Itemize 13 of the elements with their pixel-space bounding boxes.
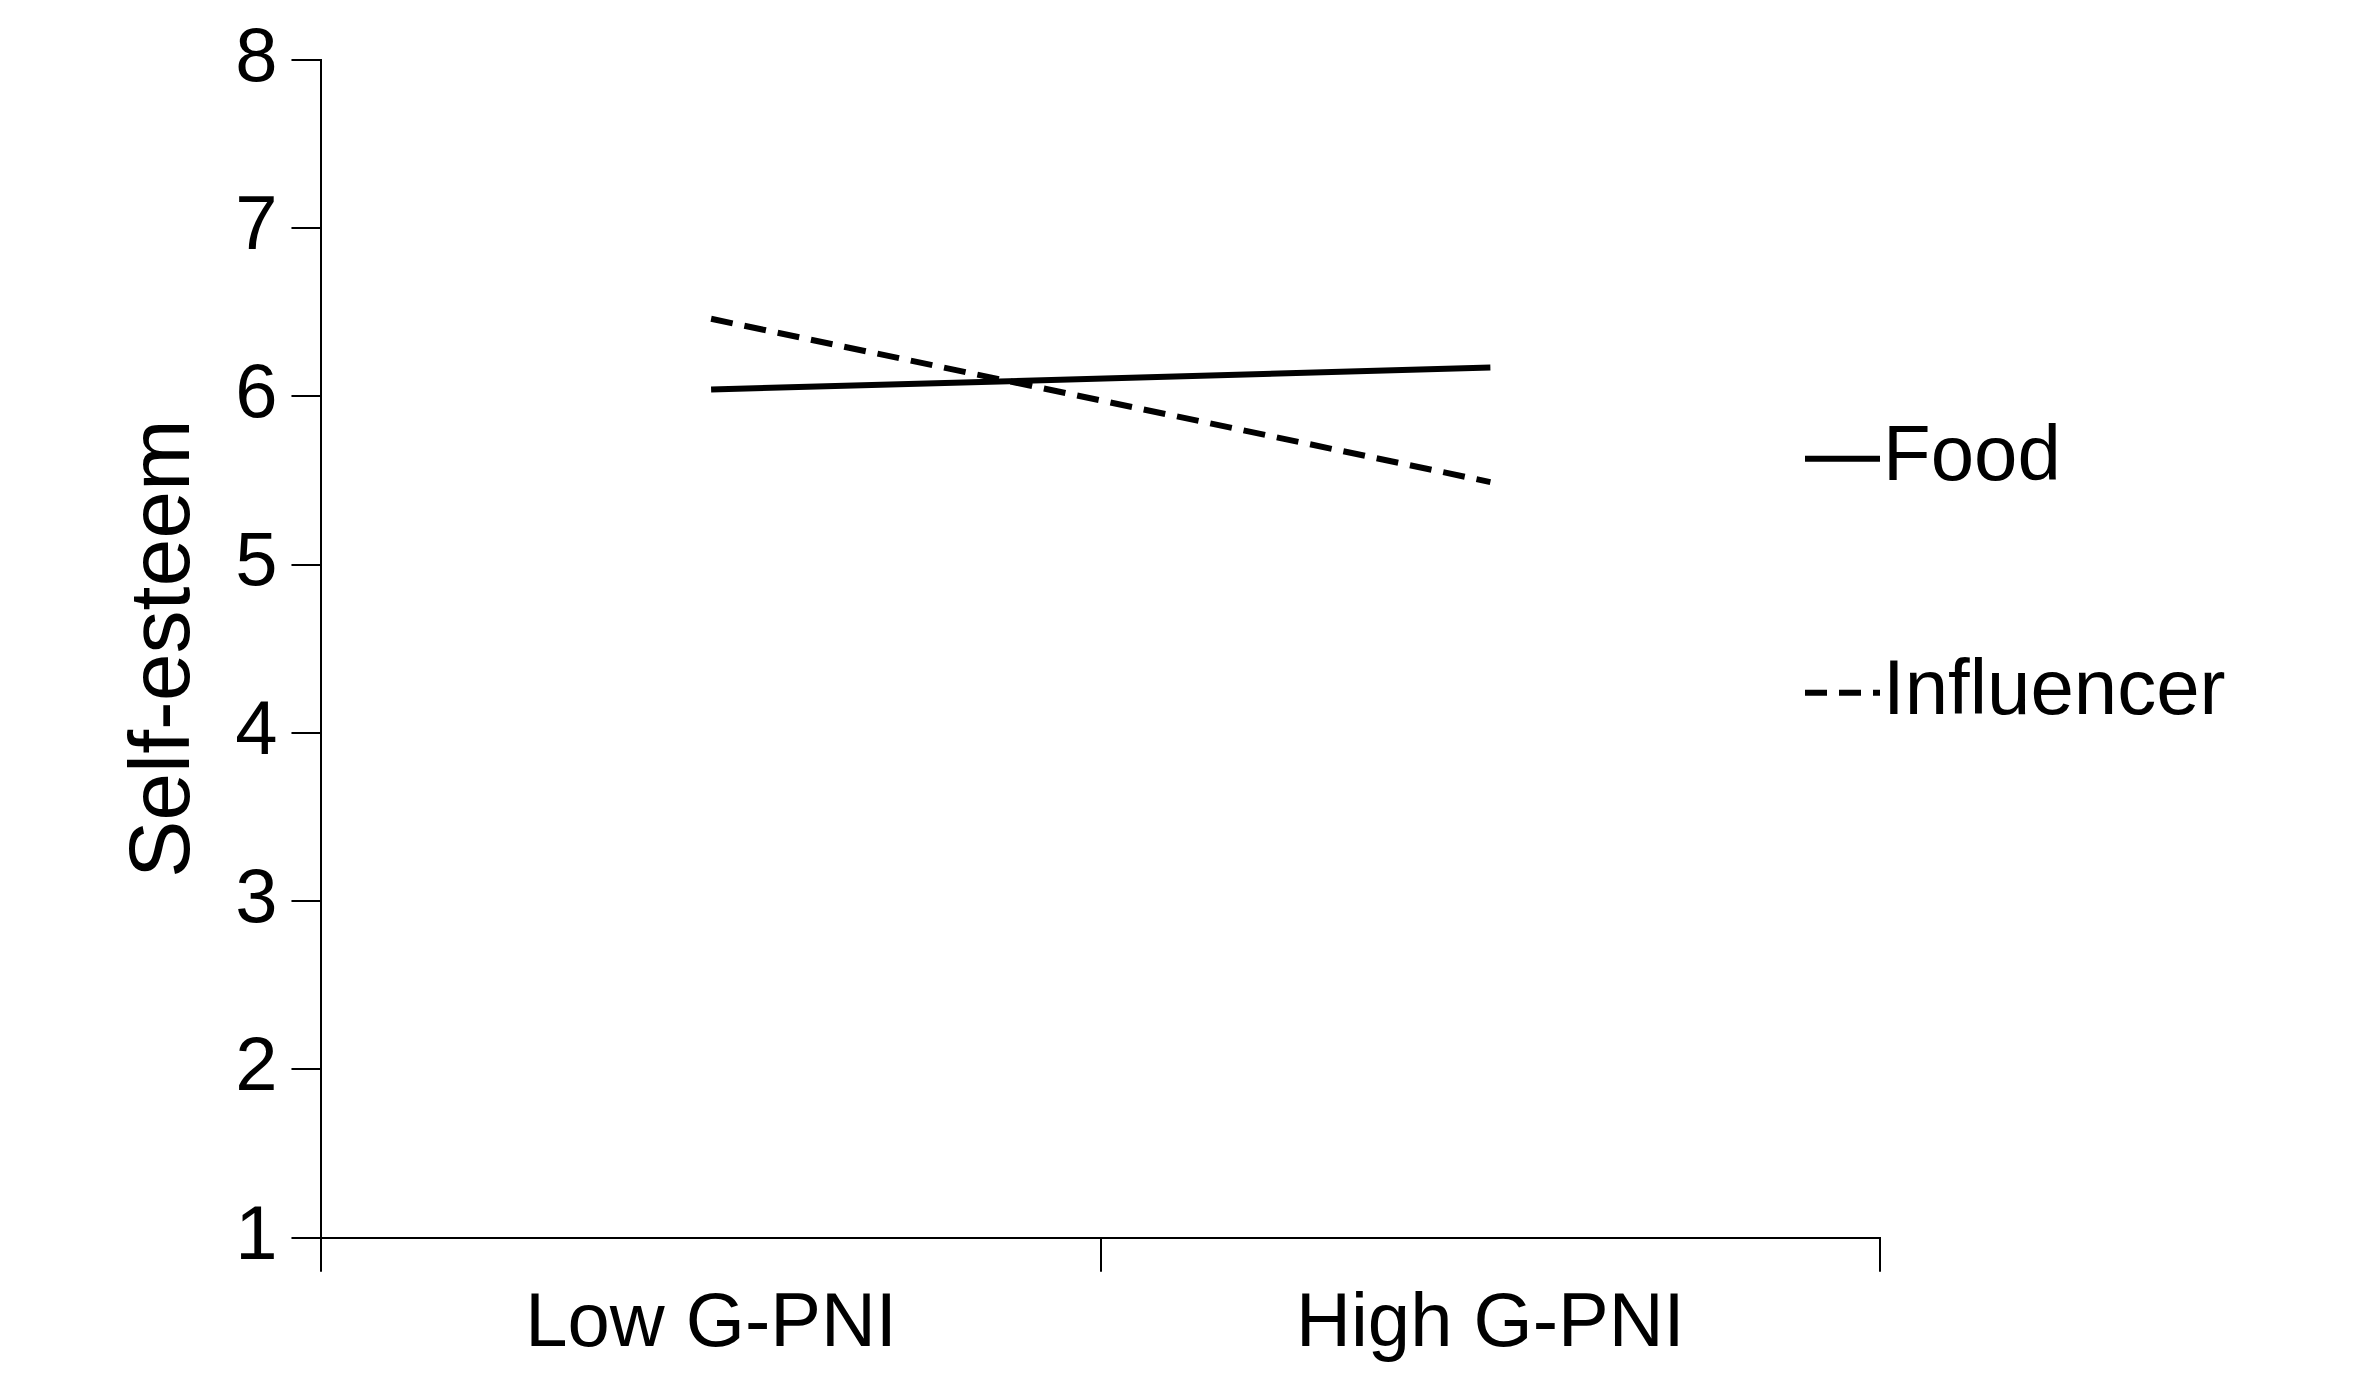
y-axis-title: Self-esteem <box>111 419 208 879</box>
y-tick-label: 7 <box>235 179 278 265</box>
y-tick-label: 8 <box>235 11 278 97</box>
y-tick-label: 4 <box>235 684 278 770</box>
y-tick-label: 5 <box>235 516 278 602</box>
legend-label: Food <box>1883 409 2061 498</box>
y-tick-label: 6 <box>235 348 278 434</box>
x-tick-label: High G-PNI <box>1296 1277 1685 1363</box>
legend-label: Influencer <box>1883 643 2226 732</box>
y-tick-label: 2 <box>235 1021 278 1107</box>
y-tick-label: 3 <box>235 853 278 939</box>
y-tick-label: 1 <box>235 1189 278 1275</box>
x-tick-label: Low G-PNI <box>525 1277 897 1363</box>
